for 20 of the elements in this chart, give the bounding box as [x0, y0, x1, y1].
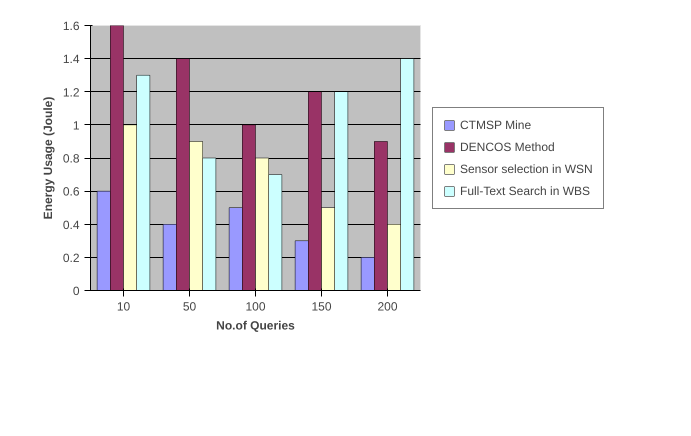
legend-label: Sensor selection in WSN: [460, 162, 593, 176]
x-axis-title: No.of Queries: [216, 318, 296, 332]
legend-label: CTMSP Mine: [460, 118, 532, 132]
y-tick-label: 1.4: [62, 52, 80, 66]
x-tick-label: 100: [245, 300, 266, 314]
y-tick-label: 0: [72, 284, 80, 298]
y-tick-label: 1.6: [62, 19, 80, 33]
y-tick-label: 1.2: [62, 85, 80, 100]
x-tick-label: 50: [182, 300, 196, 314]
x-tick-label: 150: [311, 300, 332, 314]
y-axis-title: Energy Usage (Joule): [40, 96, 55, 220]
legend-label: DENCOS Method: [460, 140, 555, 154]
x-tick-label: 10: [116, 300, 130, 314]
y-tick-label: 0.6: [62, 184, 80, 199]
y-tick-label: 0.8: [62, 152, 80, 166]
y-tick-label: 0.2: [62, 250, 80, 265]
x-tick-label: 200: [377, 300, 398, 314]
legend-label: Full-Text Search in WBS: [460, 184, 590, 198]
y-tick-label: 0.4: [62, 218, 80, 232]
y-tick-label: 1: [72, 118, 80, 132]
